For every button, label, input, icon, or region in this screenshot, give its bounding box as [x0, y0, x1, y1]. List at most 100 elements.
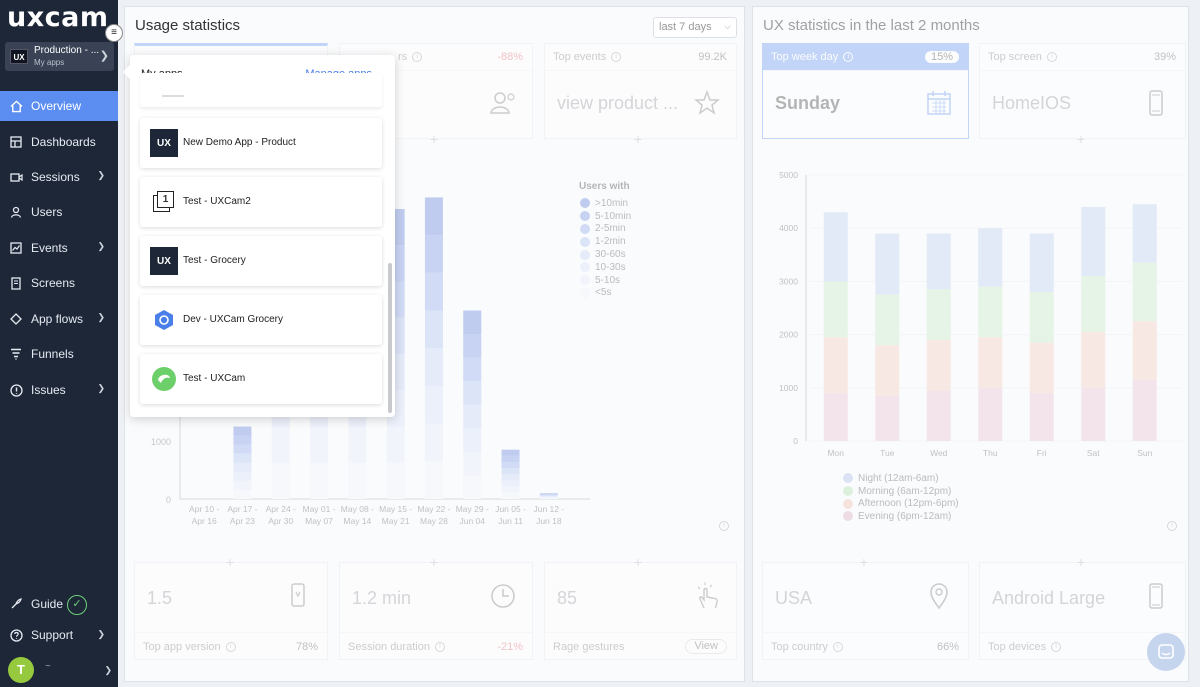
- rage-gestures-card[interactable]: 85 Rage gestures View: [544, 562, 737, 660]
- sidebar-item-issues[interactable]: Issues ❯: [0, 375, 118, 405]
- legend-label: Evening (6pm-12am): [858, 510, 952, 522]
- top-week-day-label: Top week day: [771, 51, 839, 63]
- bar-segment: [875, 395, 900, 441]
- add-widget-icon[interactable]: +: [429, 554, 439, 570]
- top-app-version-label: Top app version: [143, 641, 221, 653]
- sidebar-item-app-flows[interactable]: App flows ❯: [0, 304, 118, 334]
- add-widget-icon[interactable]: +: [859, 554, 869, 570]
- bar-segment: [926, 339, 951, 391]
- view-button[interactable]: View: [685, 639, 727, 654]
- sidebar-item-sessions[interactable]: Sessions ❯: [0, 162, 118, 192]
- session-duration-card[interactable]: 1.2 min Session duration i -21%: [339, 562, 533, 660]
- app-row[interactable]: Test - UXCam: [140, 354, 382, 404]
- app-name: Test - UXCam: [183, 373, 246, 384]
- bar-segment: [823, 281, 848, 338]
- legend-item[interactable]: Afternoon (12pm-6pm): [843, 497, 959, 510]
- info-icon[interactable]: i: [434, 642, 445, 653]
- legend-item[interactable]: 2-5min: [580, 223, 631, 236]
- legend-item[interactable]: 1-2min: [580, 235, 631, 248]
- app-row[interactable]: UX Test - Grocery: [140, 236, 382, 286]
- x-tick-label: Jun 11: [498, 516, 523, 526]
- sidebar-item-screens[interactable]: Screens: [0, 268, 118, 298]
- sidebar-item-guide[interactable]: Guide: [0, 589, 118, 619]
- info-icon[interactable]: i: [611, 52, 622, 63]
- sidebar-item-label: Users: [31, 205, 63, 219]
- app-row[interactable]: UX New Demo App - Product: [140, 118, 382, 168]
- bar-segment: [501, 449, 520, 456]
- app-row[interactable]: Dev - UXCam Grocery: [140, 295, 382, 345]
- x-tick-label: May 01 -: [303, 504, 336, 514]
- sidebar-item-events[interactable]: Events ❯: [0, 233, 118, 263]
- app-switcher[interactable]: UX Production - ... My apps ❯: [5, 42, 114, 71]
- bar-segment: [926, 289, 951, 340]
- top-events-card[interactable]: Top events i 99.2K view product ...: [544, 43, 737, 139]
- info-icon[interactable]: i: [832, 642, 843, 653]
- x-tick-label: Apr 30: [268, 516, 293, 526]
- bar-segment: [539, 496, 558, 497]
- legend-dot: [843, 473, 853, 484]
- calendar-icon: [924, 88, 954, 118]
- bar-segment: [233, 444, 252, 454]
- legend-item[interactable]: 5-10s: [580, 274, 631, 287]
- chevron-down-icon: ⌵: [724, 21, 731, 31]
- popup-scrollbar[interactable]: [388, 263, 392, 413]
- app-row[interactable]: 1 Test - UXCam2: [140, 177, 382, 227]
- add-widget-icon[interactable]: +: [1076, 554, 1086, 570]
- info-icon[interactable]: i: [719, 521, 729, 531]
- avatar[interactable]: T: [8, 657, 34, 683]
- chevron-right-icon[interactable]: ❯: [104, 665, 112, 675]
- legend-dot: [580, 223, 590, 234]
- session-duration-value: 1.2 min: [352, 588, 412, 608]
- info-icon[interactable]: i: [1167, 521, 1177, 531]
- legend-item[interactable]: >10min: [580, 197, 631, 210]
- sidebar-item-dashboards[interactable]: Dashboards: [0, 127, 118, 157]
- legend-item[interactable]: Evening (6pm-12am): [843, 510, 959, 523]
- legend-item[interactable]: 5-10min: [580, 210, 631, 223]
- info-icon[interactable]: i: [843, 52, 854, 63]
- top-country-label: Top country: [771, 641, 828, 653]
- bar-segment: [271, 426, 290, 463]
- chart-line-icon: [9, 241, 23, 255]
- collapse-sidebar-button[interactable]: ≡: [105, 24, 123, 42]
- info-icon[interactable]: i: [412, 52, 423, 63]
- add-widget-icon[interactable]: +: [1076, 131, 1086, 147]
- bar-segment: [463, 428, 482, 452]
- bar-segment: [823, 393, 848, 441]
- bar-segment: [1132, 379, 1157, 441]
- top-screen-card[interactable]: Top screen i 39% HomeIOS: [979, 43, 1186, 139]
- chevron-down-icon: ❯: [97, 170, 105, 180]
- sidebar-item-funnels[interactable]: Funnels: [0, 339, 118, 369]
- legend-item[interactable]: 10-30s: [580, 261, 631, 274]
- add-widget-icon[interactable]: +: [429, 131, 439, 147]
- bar-segment: [978, 286, 1003, 338]
- x-tick-label: Jun 04: [459, 516, 485, 526]
- info-icon[interactable]: i: [1046, 52, 1057, 63]
- bar-segment: [1029, 393, 1054, 441]
- chat-button[interactable]: [1147, 633, 1185, 671]
- legend-item[interactable]: <5s: [580, 287, 631, 300]
- legend-item[interactable]: Night (12am-6am): [843, 472, 959, 485]
- sidebar-item-users[interactable]: Users: [0, 197, 118, 227]
- top-week-day-card[interactable]: Top week day i 15% Sunday: [762, 43, 969, 139]
- date-range-select[interactable]: last 7 days ⌵: [653, 17, 737, 38]
- ux-legend: Night (12am-6am) Morning (6am-12pm) Aftern…: [843, 472, 959, 523]
- info-icon[interactable]: i: [225, 642, 236, 653]
- dashboard-icon: [9, 135, 23, 149]
- top-app-version-card[interactable]: 1.5 Top app version i 78%: [134, 562, 328, 660]
- add-widget-icon[interactable]: +: [225, 554, 235, 570]
- add-widget-icon[interactable]: +: [633, 554, 643, 570]
- sidebar-item-support[interactable]: Support ❯: [0, 620, 118, 650]
- x-tick-label: Fri: [1037, 448, 1047, 458]
- bar-segment: [424, 197, 443, 236]
- chevron-down-icon: ❯: [97, 383, 105, 393]
- bar-segment: [539, 496, 558, 498]
- sidebar-item-overview[interactable]: Overview: [0, 91, 118, 121]
- add-widget-icon[interactable]: +: [633, 131, 643, 147]
- top-country-card[interactable]: USA Top country i 66%: [762, 562, 969, 660]
- legend-label: Morning (6am-12pm): [858, 485, 952, 497]
- top-events-name: view product ...: [557, 93, 679, 113]
- legend-item[interactable]: 30-60s: [580, 248, 631, 261]
- app-row-partial[interactable]: [140, 73, 382, 107]
- info-icon[interactable]: i: [1051, 642, 1062, 653]
- legend-item[interactable]: Morning (6am-12pm): [843, 485, 959, 498]
